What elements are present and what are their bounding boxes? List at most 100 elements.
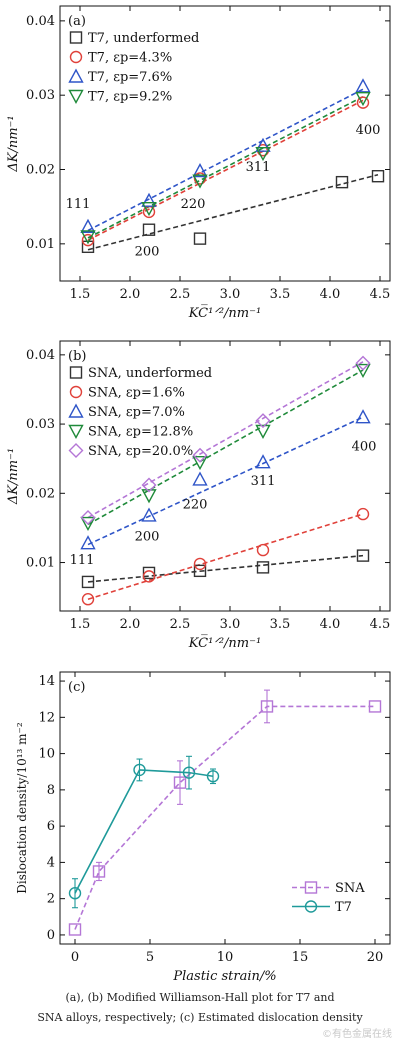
data-point-s5 (255, 413, 271, 429)
peak-annotation: 220 (181, 197, 206, 212)
legend-marker-4 (68, 424, 84, 439)
chart-panel-2: 1.5 2.0 2.5 3.0 3.5 4.0 4.5 0.01 0.02 0.03 0.04 KC̅… (6, 340, 391, 651)
figure-caption: (a), (b) Modified Williamson-Hall plot f… (0, 988, 400, 1028)
data-point-s3 (141, 507, 157, 522)
y-tick-label: 14 (38, 674, 55, 689)
data-point-s3 (192, 163, 208, 178)
data-point-s2 (68, 887, 82, 900)
legend-marker-2 (304, 900, 318, 913)
peak-annotation: 311 (246, 160, 271, 175)
data-point-s4 (80, 230, 96, 245)
fit-line-1 (87, 173, 379, 251)
x-tick-label: 5 (146, 950, 154, 965)
y-tick-label: 0.03 (26, 88, 55, 103)
data-point-s4 (192, 455, 208, 471)
data-point-s1 (368, 700, 382, 713)
y-tick-label: 8 (47, 783, 55, 798)
legend-marker-1 (69, 366, 83, 379)
data-point-s2 (81, 593, 95, 606)
peak-annotation: 400 (352, 439, 377, 454)
data-point-s2 (256, 543, 270, 557)
x-axis-label: Plastic strain/% (172, 969, 276, 984)
plot-frame (59, 340, 391, 612)
y-tick-label: 10 (38, 747, 55, 762)
data-point-s5 (80, 510, 96, 526)
caption-line-2: SNA alloys, respectively; (c) Estimated … (37, 1011, 363, 1024)
x-tick-label: 2.5 (170, 617, 191, 632)
legend-marker-3 (68, 68, 84, 83)
data-point-s1 (356, 549, 370, 562)
data-point-s2 (182, 766, 196, 779)
legend-marker-2 (69, 50, 83, 64)
data-point-s2 (81, 233, 95, 247)
data-point-s3 (141, 192, 157, 207)
x-tick-label: 2.5 (170, 287, 191, 302)
series-line-sna (74, 705, 375, 930)
fit-line-1 (87, 554, 364, 583)
panel-label: (b) (68, 349, 86, 364)
data-point-s3 (355, 78, 371, 93)
panel-label: (c) (68, 680, 85, 695)
x-tick-label: 3.5 (270, 617, 291, 632)
data-point-s1 (68, 923, 82, 936)
legend-marker-1 (304, 881, 318, 894)
x-tick-label: 0 (71, 950, 79, 965)
x-axis-label: KC̅¹ᐟ²/nm⁻¹ (188, 635, 261, 651)
legend-label-5: SNA, εp=20.0% (88, 444, 193, 459)
series-line-t7 (74, 769, 214, 894)
data-point-s2 (133, 763, 146, 777)
data-point-s4 (141, 201, 157, 217)
data-point-s4 (141, 489, 157, 504)
data-point-s3 (255, 454, 271, 469)
legend-label-1: T7, underformed (88, 31, 199, 46)
data-point-s2 (206, 770, 220, 783)
data-point-s3 (255, 137, 271, 152)
peak-annotation: 400 (356, 123, 381, 138)
plot-frame (59, 5, 391, 282)
data-point-s1 (260, 700, 274, 713)
data-point-s1 (142, 223, 156, 236)
data-point-s2 (356, 96, 370, 109)
fit-line-4 (87, 369, 364, 526)
data-point-s4 (80, 516, 96, 532)
peak-annotation: 111 (70, 553, 95, 568)
peak-annotation: 111 (66, 197, 91, 212)
data-point-s1 (371, 170, 385, 183)
data-point-s3 (192, 471, 208, 486)
caption-line-1: (a), (b) Modified Williamson-Hall plot f… (65, 991, 335, 1004)
x-tick-label: 15 (292, 950, 309, 965)
x-tick-label: 1.5 (70, 617, 91, 632)
y-tick-label: 6 (47, 819, 55, 834)
y-tick-label: 0.02 (26, 486, 55, 501)
x-tick-label: 3.5 (270, 287, 291, 302)
data-point-s1 (92, 865, 106, 878)
x-tick-label: 4.0 (320, 617, 341, 632)
x-axis-label: KC̅¹ᐟ²/nm⁻¹ (188, 305, 261, 321)
peak-annotation: 311 (251, 474, 276, 489)
data-point-s1 (335, 175, 349, 189)
legend-label-3: T7, εp=7.6% (88, 70, 172, 85)
y-tick-label: 12 (38, 710, 55, 725)
x-tick-label: 10 (217, 950, 234, 965)
data-point-s5 (192, 447, 208, 463)
data-point-s2 (356, 507, 370, 521)
fit-line-2 (87, 99, 364, 241)
data-point-s1 (142, 566, 156, 580)
data-point-s2 (193, 557, 207, 571)
fit-line-5 (87, 361, 364, 519)
legend-marker-1 (69, 31, 83, 44)
x-tick-label: 1.5 (70, 287, 91, 302)
x-tick-label: 2.0 (120, 617, 141, 632)
legend-marker-2 (69, 385, 83, 399)
y-axis-label: ΔK/nm⁻¹ (6, 115, 21, 172)
panel-label: (a) (68, 14, 86, 29)
x-tick-label: 4.5 (370, 617, 391, 632)
legend-marker-3 (68, 403, 84, 418)
x-tick-label: 4.0 (320, 287, 341, 302)
data-point-s4 (192, 174, 208, 189)
x-tick-label: 2.0 (120, 287, 141, 302)
data-point-s3 (355, 409, 371, 424)
y-tick-label: 0 (47, 928, 55, 943)
y-tick-label: 4 (47, 855, 55, 870)
